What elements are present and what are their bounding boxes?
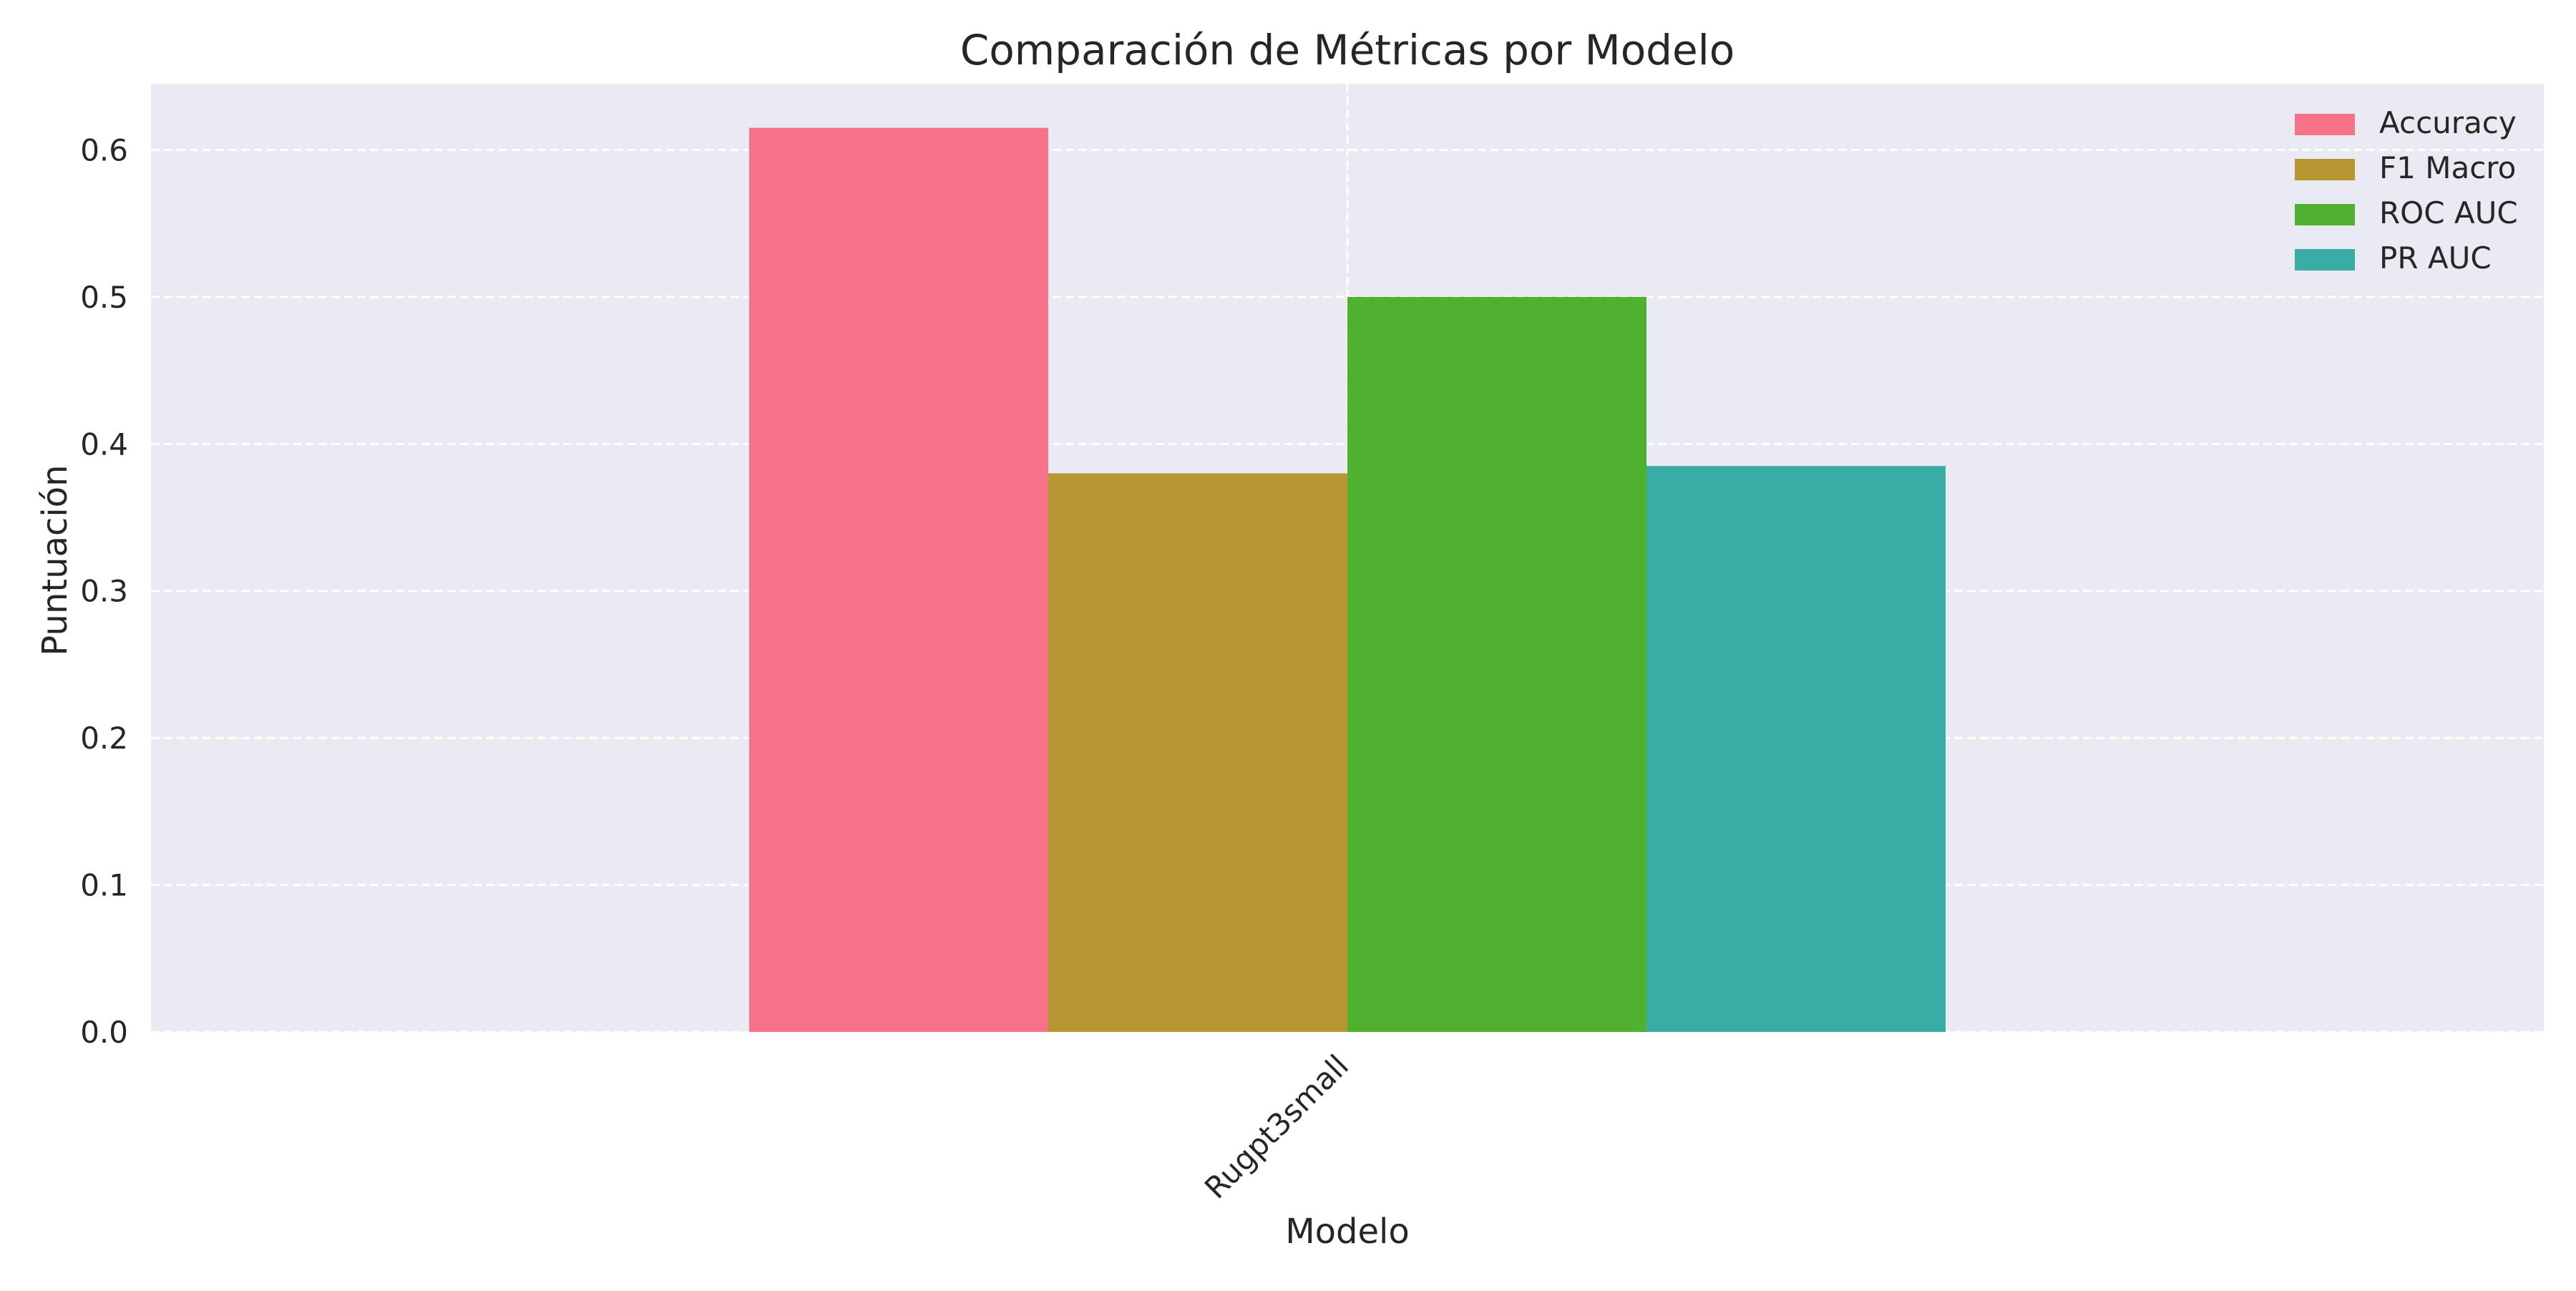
bar-f1-macro [1048, 473, 1347, 1032]
legend-label: Accuracy [2379, 105, 2517, 140]
legend-label: PR AUC [2379, 240, 2492, 276]
chart-title: Comparación de Métricas por Modelo [960, 26, 1735, 74]
y-axis-label: Puntuación [35, 464, 75, 656]
y-tick-label: 0.3 [80, 574, 128, 609]
y-tick-label: 0.1 [80, 868, 128, 903]
y-tick-label: 0.0 [80, 1015, 128, 1050]
bar-accuracy [749, 127, 1048, 1032]
legend-label: ROC AUC [2379, 195, 2518, 230]
legend: Accuracy F1 Macro ROC AUC PR AUC [2295, 105, 2518, 276]
legend-swatch [2295, 249, 2355, 271]
legend-label: F1 Macro [2379, 150, 2516, 185]
bar-roc-auc [1347, 296, 1646, 1033]
legend-swatch [2295, 204, 2355, 225]
y-tick-label: 0.4 [80, 427, 128, 462]
y-tick-label: 0.2 [80, 721, 128, 756]
y-tick-label: 0.6 [80, 132, 128, 167]
legend-swatch [2295, 159, 2355, 180]
x-axis-ticks: Rugpt3small [1198, 1048, 1355, 1205]
bars [749, 127, 1946, 1033]
y-tick-label: 0.5 [80, 280, 128, 315]
bar-pr-auc [1646, 466, 1946, 1032]
legend-swatch [2295, 114, 2355, 135]
y-axis-ticks: 0.0 0.1 0.2 0.3 0.4 0.5 0.6 [80, 132, 128, 1050]
x-axis-label: Modelo [1285, 1212, 1409, 1252]
x-tick-label: Rugpt3small [1198, 1048, 1355, 1205]
